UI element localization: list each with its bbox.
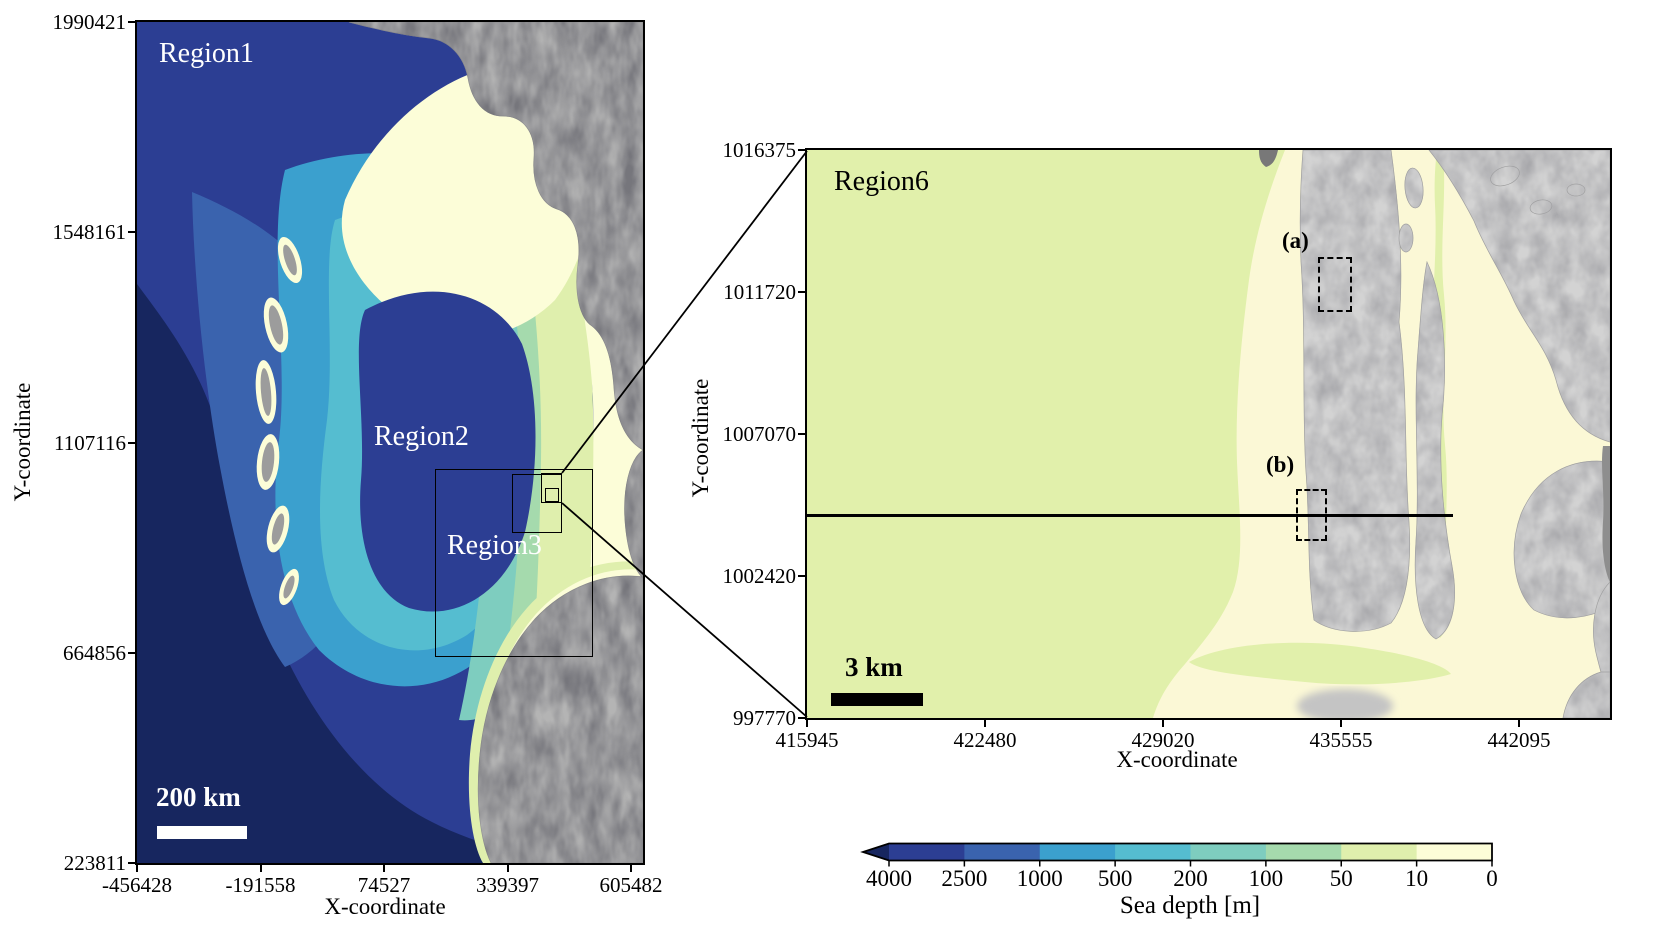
right-map-y-tick-label: 997770 — [733, 706, 796, 730]
deep-basin — [137, 284, 577, 863]
bottom-gray-smudge — [1297, 689, 1393, 718]
left-map-x-tick-mark — [630, 865, 632, 872]
right-map-y-tick-mark — [798, 149, 805, 151]
right-map-plot — [805, 148, 1612, 720]
left-map-y-tick-label: 1990421 — [52, 10, 127, 34]
right-map-x-tick-mark — [1518, 720, 1520, 727]
colorbar-segment — [964, 843, 1041, 861]
left-map-x-tick-label: -456428 — [102, 873, 172, 897]
island-arc — [255, 236, 303, 606]
right-map-x-tick-mark — [1162, 720, 1164, 727]
right-map-y-tick-label: 1016375 — [722, 138, 797, 162]
colorbar-segment — [1039, 843, 1116, 861]
colorbar-segment — [1265, 843, 1342, 861]
green-streak-bottom — [1189, 642, 1451, 685]
left-yaxis-title: Y-coordinate — [10, 382, 35, 502]
left-map-x-tick-mark — [383, 865, 385, 872]
right-map-bathymetry — [807, 150, 1610, 718]
top-dark-patch — [1259, 150, 1278, 167]
left-map-y-tick-mark — [128, 862, 135, 864]
left-xaxis-title: X-coordinate — [324, 894, 446, 919]
left-map-bathymetry — [137, 22, 643, 863]
left-map-y-tick-label: 1548161 — [52, 220, 127, 245]
right-map-y-tick-mark — [798, 433, 805, 435]
right-map-y-tick-mark — [798, 717, 805, 719]
left-map-y-tick-label: 1107116 — [54, 430, 126, 455]
right-xaxis-title: X-coordinate — [1116, 747, 1238, 772]
right-map-x-tick-label: 422480 — [953, 728, 1017, 752]
right-map-x-tick-mark — [984, 720, 986, 727]
right-map-x-tick-label: 429020 — [1131, 728, 1195, 752]
right-map-x-tick-mark — [1340, 720, 1342, 727]
right-map-y-tick-mark — [798, 575, 805, 577]
left-map-y-tick-mark — [128, 231, 135, 234]
right-edge-dark-land — [1602, 446, 1610, 582]
right-map-y-tick-mark — [798, 291, 805, 293]
basin-core — [358, 291, 536, 612]
left-map-x-tick-mark — [136, 865, 138, 872]
right-yaxis-title: Y-coordinate — [688, 378, 713, 498]
colorbar-segment — [889, 843, 965, 861]
left-map-y-tick-mark — [128, 651, 135, 654]
left-map-x-tick-mark — [506, 865, 509, 872]
left-map-y-tick-mark — [128, 441, 135, 444]
left-map-x-tick-label: 74527 — [357, 873, 411, 897]
left-map-x-tick-mark — [259, 865, 262, 872]
left-map-x-tick-label: 605482 — [599, 873, 663, 897]
right-map-y-tick-label: 1002420 — [722, 564, 797, 588]
right-map-y-tick-label: 1011720 — [723, 280, 796, 304]
left-map-plot — [135, 20, 645, 865]
right-map-y-tick-label: 1007070 — [722, 422, 797, 446]
right-map-x-tick-mark — [806, 720, 808, 727]
right-map-x-tick-label: 415945 — [775, 728, 839, 752]
left-map-x-tick-label: 339397 — [476, 873, 539, 897]
left-map-x-tick-label: -191558 — [225, 873, 296, 897]
right-map-x-tick-label: 435555 — [1309, 728, 1373, 752]
colorbar-arrow — [863, 843, 889, 861]
colorbar-tick-marks — [888, 860, 1493, 867]
colorbar-segment — [1115, 843, 1191, 861]
colorbar-outline — [860, 842, 1493, 862]
colorbar-segment — [1416, 843, 1493, 861]
left-map-y-tick-label: 223811 — [63, 851, 126, 875]
colorbar-segment — [1341, 843, 1418, 861]
left-map-y-tick-label: 664856 — [63, 640, 126, 665]
left-map-y-tick-mark — [128, 21, 135, 23]
colorbar-segment — [1190, 843, 1267, 861]
sea-depth-colorbar — [860, 842, 1493, 867]
colorbar-segments — [889, 843, 1493, 861]
right-map-x-tick-label: 442095 — [1487, 728, 1551, 752]
